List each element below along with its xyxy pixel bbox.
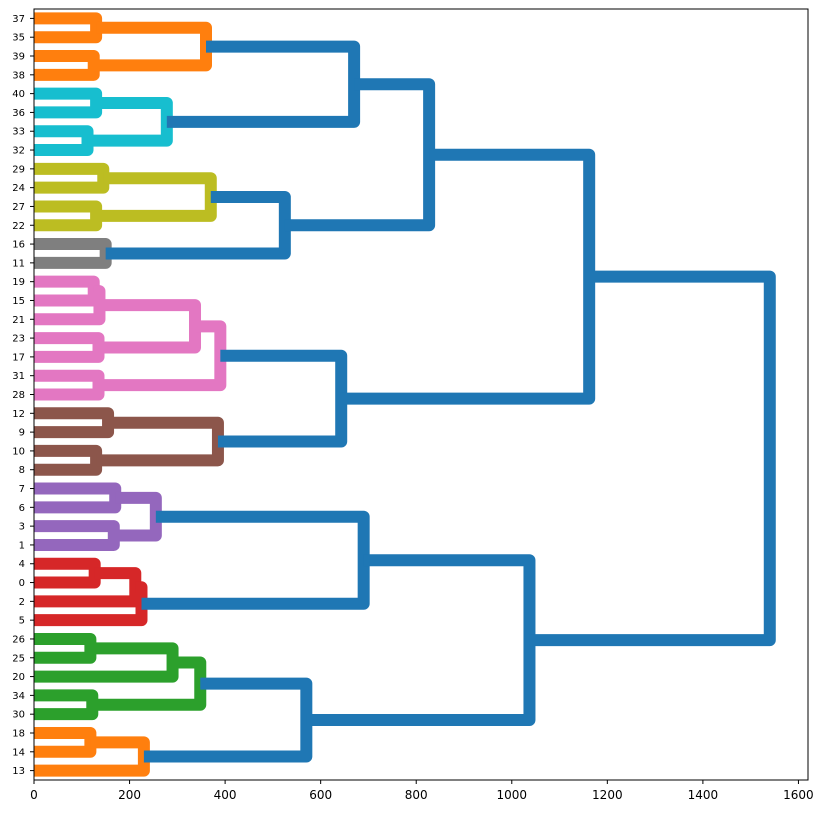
dendrogram-link-r2 <box>34 444 103 476</box>
dendrogram-link-o1 <box>34 12 103 44</box>
dendrogram-link-b2 <box>105 191 291 260</box>
leaf-label: 13 <box>12 766 25 777</box>
dendrogram-link-b5 <box>341 148 596 405</box>
leaf-label: 24 <box>12 183 25 194</box>
leaf-label: 10 <box>12 446 25 457</box>
leaf-label: 12 <box>12 409 25 420</box>
x-tick-label: 1600 <box>783 788 814 802</box>
dendrogram-link-p6 <box>98 320 227 392</box>
dendrogram-link-y3 <box>96 172 217 222</box>
leaf-label: 32 <box>12 146 25 157</box>
leaf-label: 34 <box>12 691 25 702</box>
dendrogram-link-p1 <box>34 275 100 307</box>
dendrogram-link-d1 <box>34 557 101 589</box>
leaf-label: 15 <box>12 296 25 307</box>
dendrogram-link-o3 <box>93 21 212 72</box>
leaf-label: 17 <box>12 352 25 363</box>
dendrogram-link-c1 <box>34 87 103 119</box>
dendrogram-link-e1 <box>34 632 97 664</box>
x-tick-label: 1200 <box>592 788 623 802</box>
dendrogram-link-o4 <box>34 726 97 758</box>
leaf-label: 3 <box>19 522 25 533</box>
dendrogram-link-y2 <box>34 200 103 232</box>
leaf-label: 4 <box>19 559 25 570</box>
dendrogram-link-p4 <box>98 299 202 354</box>
dendrogram-link-b7 <box>143 677 313 763</box>
dendrogram-link-r3 <box>96 416 224 467</box>
dendrogram-link-g1 <box>34 238 112 269</box>
dendrogram-link-e3 <box>34 689 99 721</box>
dendrogram-link-p5 <box>34 369 105 401</box>
dendrogram-link-u2 <box>34 520 120 551</box>
leaf-label: 1 <box>19 540 25 551</box>
leaf-label: 19 <box>12 277 25 288</box>
leaf-label: 9 <box>19 428 25 439</box>
leaf-label: 7 <box>19 484 25 495</box>
dendrogram-link-e4 <box>92 656 207 711</box>
x-axis: 0 200 400 600 800 1000 1200 1400 1600 <box>30 780 814 802</box>
leaf-label: 2 <box>19 597 25 608</box>
x-tick-label: 0 <box>30 788 38 802</box>
dendrogram-link-b9 <box>529 270 776 647</box>
dendrogram-link-b4 <box>217 349 348 448</box>
dendrogram-link-b3 <box>284 78 436 232</box>
leaf-label: 23 <box>12 334 25 345</box>
leaf-label: 39 <box>12 52 25 63</box>
leaf-label: 21 <box>12 315 25 326</box>
leaf-label: 20 <box>12 672 25 683</box>
dendrogram-link-p3 <box>34 332 105 363</box>
leaf-label: 28 <box>12 390 25 401</box>
leaf-label: 29 <box>12 164 25 175</box>
dendrogram-link-c3 <box>87 97 173 147</box>
leaf-label: 26 <box>12 634 25 645</box>
leaf-label: 37 <box>12 14 25 25</box>
dendrogram-link-u1 <box>34 482 122 514</box>
leaf-label: 22 <box>12 221 25 232</box>
leaf-label: 38 <box>12 70 25 81</box>
leaf-label: 11 <box>12 258 25 269</box>
x-tick-label: 600 <box>309 788 332 802</box>
leaf-label: 14 <box>12 747 25 758</box>
x-tick-label: 200 <box>118 788 141 802</box>
dendrogram-link-r1 <box>34 407 115 439</box>
dendrogram-link-c2 <box>34 125 94 157</box>
leaf-label: 35 <box>12 33 25 44</box>
dendrogram-links <box>34 12 776 777</box>
dendrogram-link-b8 <box>306 554 536 727</box>
dendrogram-link-u3 <box>113 491 162 542</box>
dendrogram-link-y1 <box>34 162 110 194</box>
x-tick-label: 1000 <box>497 788 528 802</box>
leaf-label: 18 <box>12 728 25 739</box>
leaf-label: 31 <box>12 371 25 382</box>
leaf-label: 8 <box>19 465 25 476</box>
leaf-label: 5 <box>19 616 25 627</box>
x-tick-label: 800 <box>405 788 428 802</box>
leaf-label: 6 <box>19 503 25 514</box>
leaf-label: 27 <box>12 202 25 213</box>
leaf-label: 36 <box>12 108 25 119</box>
leaf-label: 30 <box>12 710 25 721</box>
x-tick-label: 400 <box>214 788 237 802</box>
dendrogram-link-b6 <box>141 510 370 610</box>
leaf-label: 40 <box>12 89 25 100</box>
x-tick-label: 1400 <box>688 788 719 802</box>
dendrogram-link-o2 <box>34 50 100 81</box>
y-axis-leaf-labels: 3735393840363332292427221611191521231731… <box>12 14 34 777</box>
leaf-label: 33 <box>12 127 25 138</box>
leaf-label: 0 <box>19 578 25 589</box>
leaf-label: 16 <box>12 240 25 251</box>
leaf-label: 25 <box>12 653 25 664</box>
dendrogram-link-b1 <box>166 40 361 128</box>
